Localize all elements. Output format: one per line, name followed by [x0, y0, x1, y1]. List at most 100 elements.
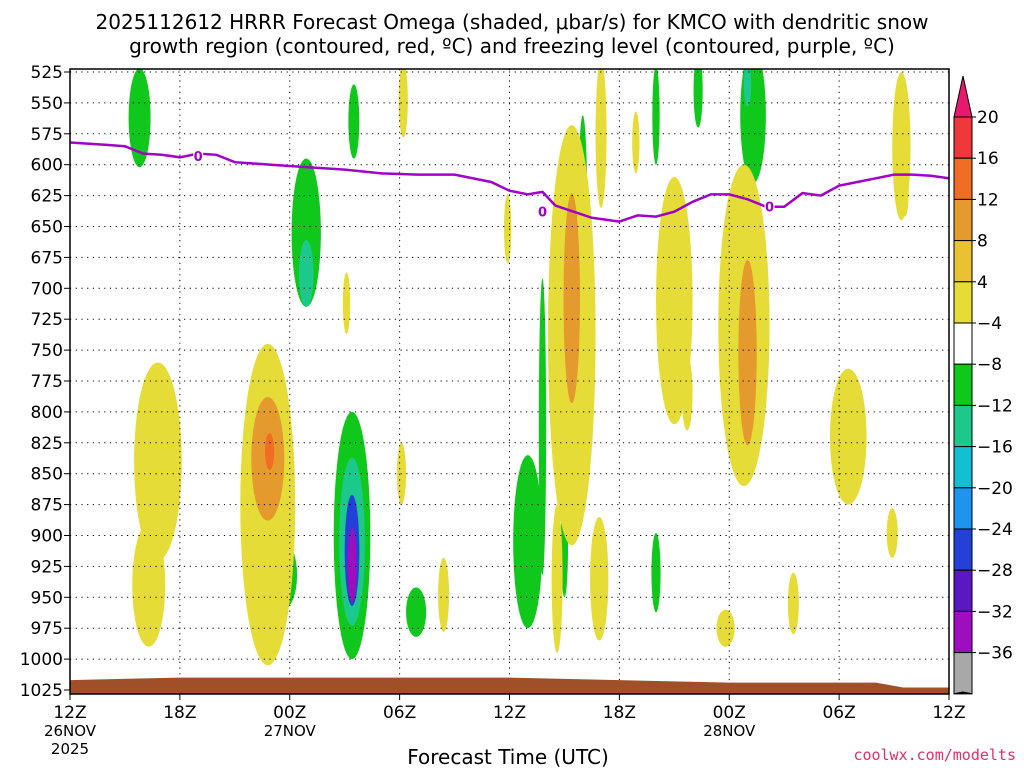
x-tick-label-30: 18Z	[603, 703, 636, 723]
chart-title-line-2: growth region (contoured, red, ºC) and f…	[129, 34, 895, 58]
upward-motion-area-10	[513, 455, 543, 629]
x-tick-label-42: 06Z	[822, 703, 855, 723]
x-axis-label: Forecast Time (UTC)	[407, 745, 609, 768]
upward-motion-area-8	[347, 528, 357, 603]
downward-motion-area-28	[504, 194, 512, 264]
x-tick-date-12: 27NOV	[264, 722, 317, 740]
colorbar-segment-4	[953, 281, 973, 324]
colorbar-label-8: −16	[977, 438, 1013, 458]
y-tick-label-700: 700	[31, 279, 63, 299]
y-tick-label-675: 675	[31, 248, 63, 268]
y-tick-label-975: 975	[31, 619, 63, 639]
freezing-label-bg-2	[764, 198, 775, 214]
y-tick-label-1025: 1025	[20, 681, 63, 701]
x-tick-label-36: 00Z	[713, 703, 746, 723]
downward-motion-area-29	[551, 504, 563, 653]
downward-motion-area-19	[134, 362, 182, 561]
colorbar-bottom-arrow	[953, 691, 973, 695]
y-tick-label-725: 725	[31, 310, 63, 330]
colorbar-segment-8	[953, 446, 973, 489]
y-tick-label-925: 925	[31, 557, 63, 577]
downward-motion-area-20	[132, 523, 166, 647]
x-tick-label-24: 12Z	[493, 703, 526, 723]
downward-motion-area-24	[342, 272, 351, 335]
downward-motion-area-31	[563, 193, 581, 404]
grid-lines	[69, 69, 950, 694]
downward-motion-area-38	[738, 259, 757, 446]
downward-motion-area-40	[787, 572, 799, 635]
x-tick-label-48: 12Z	[932, 703, 965, 723]
colorbar-label-1: 16	[977, 149, 999, 169]
colorbar-label-13: −36	[977, 644, 1013, 664]
colorbar-label-5: −4	[977, 314, 1002, 334]
freezing-level-contour: 0 0 0	[70, 141, 949, 223]
y-tick-label-800: 800	[31, 403, 63, 423]
colorbar-label-11: −28	[977, 561, 1013, 581]
downward-motion-area-32	[590, 516, 609, 641]
freezing-level-line	[70, 141, 949, 223]
colorbar-segment-11	[953, 569, 973, 612]
upward-motion-area-16	[693, 69, 703, 128]
colorbar-label-10: −24	[977, 520, 1013, 540]
freezing-label-bg-1	[537, 203, 548, 219]
colorbar-segment-0	[953, 116, 973, 159]
upward-motion-area-17	[740, 69, 766, 184]
y-tick-label-900: 900	[31, 527, 63, 547]
y-tick-label-575: 575	[31, 125, 63, 145]
downward-motion-area-33	[595, 69, 607, 208]
upward-motion-area-9	[406, 587, 427, 637]
plot-area: 0 0 0	[69, 68, 950, 695]
y-tick-label-850: 850	[31, 465, 63, 485]
upward-motion-area-2	[298, 240, 314, 307]
upward-motion-area-18	[743, 69, 752, 107]
freezing-level-label-1: 0	[538, 206, 547, 221]
y-tick-label-950: 950	[31, 588, 63, 608]
colorbar-segment-2	[953, 198, 973, 242]
upward-motion-area-14	[652, 69, 660, 165]
y-tick-label-550: 550	[31, 94, 63, 114]
colorbar-segment-7	[953, 404, 973, 448]
colorbar-top-arrow	[953, 75, 973, 118]
y-tick-label-650: 650	[31, 218, 63, 238]
colorbar-segment-3	[953, 240, 973, 283]
colorbar-segment-12	[953, 610, 973, 654]
y-tick-label-825: 825	[31, 434, 63, 454]
colorbar: 20 16 12 8 4 −4 −8 −12 −16 −20 −24 −28 −32 −36	[953, 75, 1013, 695]
upward-motion-area-11	[538, 278, 547, 576]
ground-level	[70, 677, 949, 694]
x-tick-label-0: 12Z	[53, 703, 86, 723]
downward-motion-area-44	[886, 508, 898, 558]
colorbar-label-2: 12	[977, 190, 999, 210]
credit-text: coolwx.com/modelts	[853, 746, 1016, 764]
terrain-fill	[70, 677, 949, 694]
upward-motion-area-15	[651, 533, 661, 613]
colorbar-label-0: 20	[977, 108, 999, 128]
x-tick-year-0: 2025	[51, 740, 89, 758]
downward-motion-area-23	[265, 432, 275, 470]
y-tick-label-875: 875	[31, 496, 63, 516]
downward-motion-area-41	[829, 368, 867, 505]
downward-motion-area-27	[438, 557, 450, 632]
colorbar-segment-13	[953, 652, 973, 695]
freezing-level-label-0: 0	[194, 150, 203, 165]
colorbar-label-4: 4	[977, 273, 988, 293]
colorbar-segment-9	[953, 487, 973, 530]
colorbar-label-6: −8	[977, 355, 1002, 375]
x-tick-label-6: 18Z	[163, 703, 196, 723]
y-tick-label-750: 750	[31, 341, 63, 361]
y-tick-label-525: 525	[31, 63, 63, 83]
y-tick-label-625: 625	[31, 187, 63, 207]
colorbar-label-9: −20	[977, 479, 1013, 499]
downward-motion-area-43	[901, 167, 909, 217]
upward-motion-area-0	[128, 69, 151, 168]
chart-title-line-1: 2025112612 HRRR Forecast Omega (shaded, …	[96, 10, 929, 34]
y-tick-label-775: 775	[31, 372, 63, 392]
colorbar-label-12: −32	[977, 602, 1013, 622]
downward-motion-area-36	[681, 356, 693, 431]
colorbar-segment-5	[953, 322, 973, 365]
colorbar-label-7: −12	[977, 396, 1013, 416]
y-tick-label-600: 600	[31, 156, 63, 176]
downward-motion-area-26	[398, 69, 408, 138]
